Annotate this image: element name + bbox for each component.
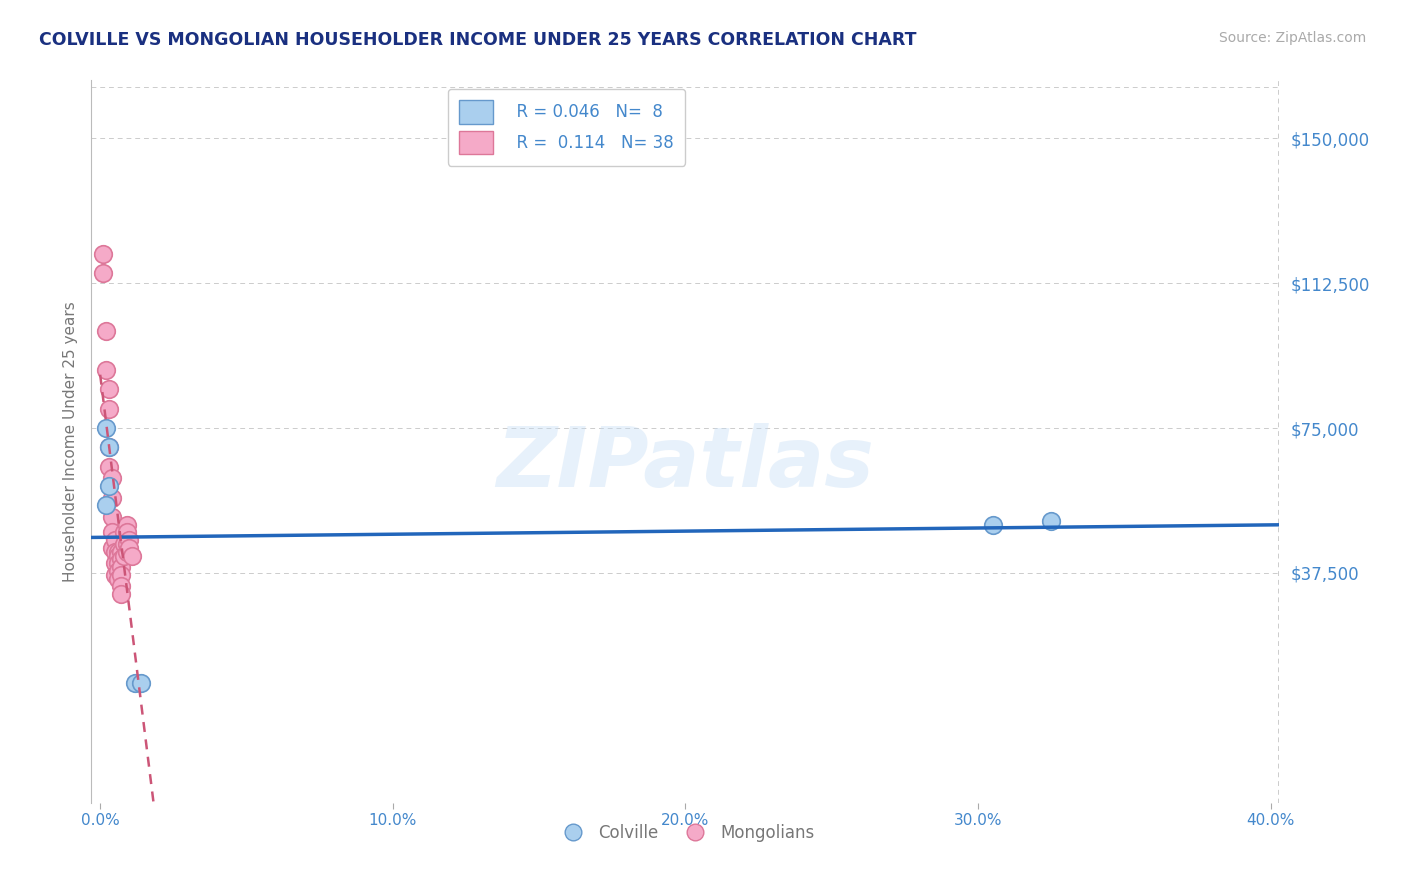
Point xyxy=(97,440,120,454)
Point xyxy=(91,247,114,261)
Point xyxy=(112,525,135,540)
Point xyxy=(115,517,138,532)
Point xyxy=(112,549,135,563)
Point xyxy=(104,556,127,570)
Point xyxy=(115,544,138,558)
Point xyxy=(107,549,129,563)
Point xyxy=(91,267,114,281)
Point xyxy=(94,498,117,512)
Point xyxy=(101,471,124,485)
Point xyxy=(94,363,117,377)
Point xyxy=(97,440,120,454)
Point xyxy=(97,383,120,397)
Point xyxy=(107,572,129,586)
Point xyxy=(104,533,127,547)
Point xyxy=(981,517,1004,532)
Point xyxy=(110,544,132,558)
Point xyxy=(115,537,138,551)
Point xyxy=(101,541,124,555)
Point xyxy=(97,401,120,416)
Legend: Colville, Mongolians: Colville, Mongolians xyxy=(550,817,821,848)
Point xyxy=(112,537,135,551)
Text: Source: ZipAtlas.com: Source: ZipAtlas.com xyxy=(1219,31,1367,45)
Point xyxy=(101,525,124,540)
Point xyxy=(104,544,127,558)
Text: COLVILLE VS MONGOLIAN HOUSEHOLDER INCOME UNDER 25 YEARS CORRELATION CHART: COLVILLE VS MONGOLIAN HOUSEHOLDER INCOME… xyxy=(39,31,917,49)
Point xyxy=(110,579,132,593)
Point xyxy=(121,549,143,563)
Y-axis label: Householder Income Under 25 years: Householder Income Under 25 years xyxy=(62,301,77,582)
Point xyxy=(110,560,132,574)
Point xyxy=(94,325,117,339)
Point xyxy=(118,533,141,547)
Text: ZIPatlas: ZIPatlas xyxy=(496,423,875,504)
Point xyxy=(101,491,124,505)
Point xyxy=(94,421,117,435)
Point xyxy=(110,587,132,601)
Point xyxy=(104,567,127,582)
Point xyxy=(110,567,132,582)
Point xyxy=(101,509,124,524)
Point xyxy=(129,676,152,690)
Point xyxy=(1040,514,1063,528)
Point xyxy=(115,525,138,540)
Point xyxy=(118,541,141,555)
Point xyxy=(124,676,146,690)
Point xyxy=(107,544,129,558)
Point xyxy=(97,459,120,474)
Point xyxy=(107,556,129,570)
Point xyxy=(110,552,132,566)
Point xyxy=(107,564,129,578)
Point xyxy=(97,479,120,493)
